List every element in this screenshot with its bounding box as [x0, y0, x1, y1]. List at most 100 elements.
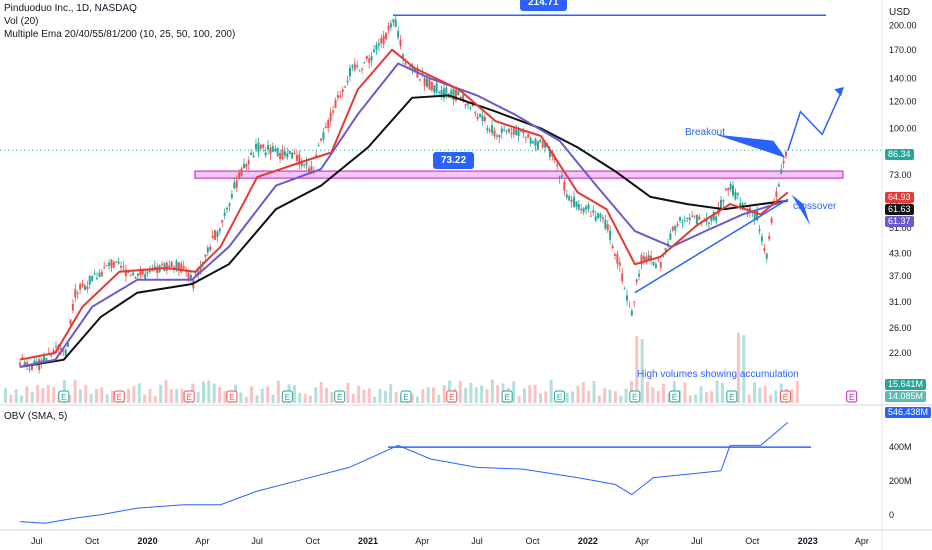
volume-bar: [656, 390, 660, 403]
volume-bar: [207, 380, 211, 403]
earnings-marker-label: E: [504, 393, 509, 402]
candle-body: [732, 185, 735, 196]
ema-indicator-label[interactable]: Multiple Ema 20/40/55/81/200 (10, 25, 50…: [4, 29, 236, 40]
candle-body: [185, 271, 188, 273]
candle-body: [411, 66, 414, 71]
candle-body: [127, 271, 130, 273]
earnings-marker: [58, 390, 70, 403]
time-tick-label: 2021: [358, 536, 378, 546]
earnings-marker: [726, 390, 738, 403]
candle-body: [112, 261, 115, 268]
volume-bar: [704, 392, 708, 403]
earnings-marker: [334, 390, 346, 403]
volume-bar: [308, 395, 312, 403]
candle-body: [635, 279, 638, 283]
volume-bar: [383, 390, 387, 403]
candle-body: [606, 224, 609, 231]
candle-body: [597, 212, 600, 219]
price-tick-label: 26.00: [889, 323, 912, 333]
candle-body: [573, 196, 576, 207]
volume-bar: [421, 389, 425, 403]
candle-body: [724, 188, 727, 191]
candle-body: [520, 131, 523, 133]
volume-bar: [662, 383, 666, 403]
candle-body: [633, 301, 636, 303]
volume-bar: [437, 394, 441, 403]
candle-body: [226, 207, 229, 210]
candle-body: [91, 275, 94, 282]
volume-bar: [389, 384, 393, 403]
obv-tick-label: 200M: [889, 476, 912, 486]
candle-body: [365, 55, 368, 59]
time-tick-label: Jul: [471, 536, 483, 546]
candle-body: [674, 225, 677, 231]
candle-body: [108, 262, 111, 266]
candle-body: [334, 100, 337, 108]
price-tick-label: 100.00: [889, 123, 917, 133]
candle-body: [479, 113, 482, 117]
candle-body: [194, 273, 197, 277]
volume-bar: [164, 379, 168, 403]
candle-body: [182, 266, 185, 269]
obv-tick-label: 0: [889, 510, 894, 520]
price-tick-label: 73.00: [889, 170, 912, 180]
candle-body: [710, 216, 713, 221]
time-tick-label: Jul: [31, 536, 43, 546]
candle-body: [156, 266, 159, 273]
candle-body: [339, 95, 342, 97]
candle-body: [594, 216, 597, 221]
candle-body: [536, 141, 539, 150]
candle-body: [291, 152, 294, 159]
candle-body: [293, 152, 296, 154]
volume-bar: [255, 395, 259, 403]
candle-body: [630, 310, 633, 316]
candle-body: [170, 262, 173, 267]
volume-bar: [378, 388, 382, 403]
candle-body: [324, 126, 327, 128]
earnings-marker: [779, 390, 791, 403]
candle-body: [418, 79, 421, 81]
earnings-marker-label: E: [783, 393, 788, 402]
candle-body: [744, 203, 747, 205]
candle-body: [211, 235, 214, 239]
candle-body: [50, 354, 53, 356]
obv-tick-label: 400M: [889, 442, 912, 452]
candle-body: [727, 187, 730, 191]
candle-body: [64, 349, 67, 356]
volume-bar: [699, 386, 703, 403]
candle-body: [385, 33, 388, 40]
candle-body: [734, 192, 737, 200]
volume-bar: [223, 391, 227, 403]
candle-body: [42, 356, 45, 363]
candle-body: [558, 176, 561, 179]
candle-body: [760, 236, 763, 242]
candle-body: [305, 162, 308, 165]
volume-bar: [41, 388, 45, 403]
volume-bar: [624, 388, 628, 403]
volume-bar: [736, 332, 740, 403]
candle-body: [529, 137, 532, 144]
volume-bar: [218, 387, 221, 403]
volume-bar: [4, 388, 7, 403]
volume-bar: [710, 391, 714, 403]
candle-body: [739, 202, 742, 207]
volume-bar: [464, 388, 468, 403]
candle-body: [686, 217, 689, 219]
volume-bar: [84, 384, 88, 403]
volume-indicator-label[interactable]: Vol (20): [4, 16, 39, 27]
candle-body: [507, 128, 510, 133]
volume-bar: [587, 390, 591, 403]
candle-body: [780, 169, 783, 174]
candle-body: [676, 223, 679, 226]
volume-bar: [351, 394, 355, 403]
candle-body: [30, 363, 33, 370]
volume-bar: [250, 386, 254, 403]
obv-indicator-label[interactable]: OBV (SMA, 5): [4, 411, 68, 422]
candle-body: [332, 110, 335, 113]
candle-body: [423, 77, 426, 86]
candle-body: [751, 212, 754, 214]
earnings-marker-label: E: [729, 393, 734, 402]
volume-bar: [325, 388, 328, 403]
candle-body: [245, 163, 248, 168]
